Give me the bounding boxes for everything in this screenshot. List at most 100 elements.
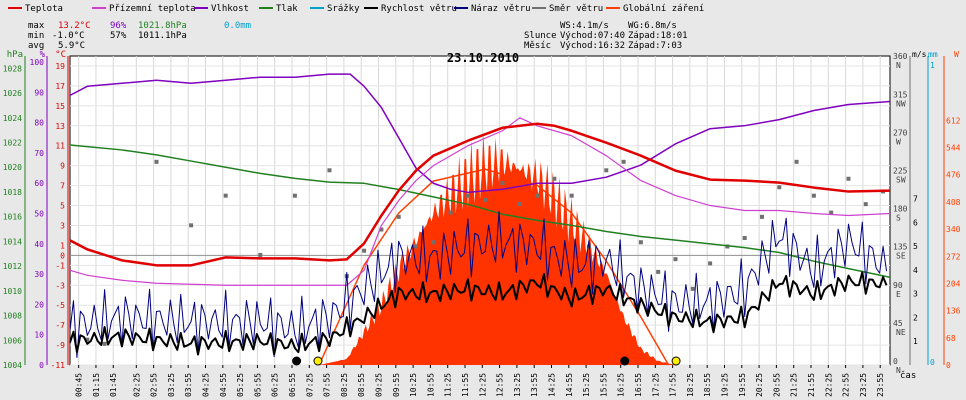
- legend-label-2: Přízemní teplota: [109, 4, 196, 14]
- x-tick-27: 13:55: [530, 373, 539, 397]
- mm-tick-1: 0: [930, 358, 935, 367]
- ms-tick-2: 1: [913, 337, 918, 346]
- x-tick-10: 05:25: [236, 373, 245, 397]
- wm2-tick-7: 408: [946, 198, 961, 207]
- hum-tick-7: 60: [34, 179, 44, 188]
- dir-tick-6: 135: [893, 243, 908, 252]
- wind-dir-point-34: [777, 185, 782, 190]
- sunrise-marker: [313, 356, 323, 366]
- x-tick-39: 19:55: [738, 373, 747, 397]
- dir-tick-label-5: S: [896, 214, 901, 223]
- wm2-tick-10: 612: [946, 116, 961, 125]
- temp-tick-2: -9: [55, 341, 65, 350]
- ms-tick-8: 7: [913, 195, 918, 204]
- mm-axis-unit: mm: [928, 50, 938, 59]
- hum-tick-2: 10: [34, 331, 44, 340]
- hpa-tick-4: 1010: [3, 287, 22, 296]
- hum-tick-5: 40: [34, 240, 44, 249]
- moon-label: Měsíc: [524, 41, 551, 51]
- x-tick-18: 09:25: [375, 373, 384, 397]
- wm2-tick-3: 136: [946, 307, 961, 316]
- temp-tick-17: 19: [55, 62, 65, 71]
- moonrise-marker: [620, 356, 630, 366]
- temp-tick-15: 15: [55, 102, 65, 111]
- x-tick-17: 08:55: [357, 373, 366, 397]
- wind-dir-point-3: [154, 159, 159, 164]
- hpa-tick-10: 1022: [3, 139, 22, 148]
- stats-max-label: max: [28, 21, 45, 31]
- hum-tick-11: 100: [30, 58, 45, 67]
- temp-tick-8: 1: [60, 241, 65, 250]
- sun-rise: Východ:07:40: [560, 31, 625, 41]
- wind-dir-point-39: [863, 202, 868, 207]
- dir-tick-label-3: W: [896, 137, 901, 146]
- x-tick-2: 01:15: [92, 373, 101, 397]
- legend-label-4: Tlak: [276, 4, 298, 14]
- wind-dir-point-38: [846, 176, 851, 181]
- x-tick-3: 01:45: [109, 373, 118, 397]
- dir-tick-3: 270: [893, 128, 908, 137]
- temp-tick-12: 9: [60, 162, 65, 171]
- wind-dir-point-37: [829, 210, 834, 215]
- wind-dir-point-20: [535, 193, 540, 198]
- temp-tick-14: 13: [55, 122, 65, 131]
- hpa-tick-2: 1006: [3, 336, 22, 345]
- wind-dir-point-15: [448, 210, 453, 215]
- wm2-tick-5: 272: [946, 252, 961, 261]
- pressure-line: [69, 144, 891, 278]
- x-tick-11: 05:55: [253, 373, 262, 397]
- x-axis-label: čas: [900, 370, 916, 381]
- stats-min-hum: 57%: [110, 31, 127, 41]
- hpa-tick-5: 1012: [3, 262, 22, 271]
- wind-dir-point-17: [483, 197, 488, 202]
- wm2-tick-6: 340: [946, 225, 961, 234]
- x-tick-47: 23:55: [876, 373, 885, 397]
- stats-max-temp: 13.2°C: [58, 21, 91, 31]
- x-tick-34: 17:25: [651, 373, 660, 397]
- x-tick-44: 22:25: [824, 373, 833, 397]
- stats-min-press: 1011.1hPa: [138, 31, 187, 41]
- x-tick-4: 02:25: [132, 373, 141, 397]
- legend-label-1: Teplota: [25, 4, 63, 14]
- moon-rise: Východ:16:32: [560, 41, 625, 51]
- x-tick-25: 12:55: [496, 373, 505, 397]
- dir-tick-8: 45: [893, 319, 903, 328]
- stats-rain: 0.0mm: [224, 21, 251, 31]
- hpa-tick-3: 1008: [3, 312, 22, 321]
- stats-avg-temp: 5.9°C: [58, 41, 85, 51]
- wind-ws: WS:4.1m/s: [560, 21, 609, 31]
- dir-tick-4: 225: [893, 167, 908, 176]
- temp-tick-5: -3: [55, 281, 65, 290]
- sun-moon-markers: [292, 356, 681, 366]
- wm2-tick-9: 544: [946, 144, 961, 153]
- hum-tick-10: 90: [34, 88, 44, 97]
- legend-label-6: Rychlost větru: [381, 4, 457, 14]
- series-lines: [69, 73, 891, 358]
- temp-tick-10: 5: [60, 202, 65, 211]
- ms-tick-6: 5: [913, 242, 918, 251]
- hpa-tick-1: 1004: [3, 361, 22, 370]
- wm2-tick-2: 68: [946, 334, 956, 343]
- ms-tick-7: 6: [913, 218, 918, 227]
- wind-dir-point-10: [362, 248, 367, 253]
- chart-title: 23.10.2010: [447, 51, 519, 65]
- legend-label-3: Vlhkost: [211, 4, 249, 14]
- x-tick-21: 10:55: [426, 373, 435, 397]
- temp-tick-6: -1: [55, 261, 65, 270]
- ms-axis-unit: m/s: [912, 50, 927, 59]
- wind-dir-point-8: [327, 168, 332, 173]
- hum-tick-4: 30: [34, 270, 44, 279]
- wind-dir-point-19: [517, 202, 522, 207]
- sun-set: Západ:18:01: [628, 31, 688, 41]
- dir-tick-5: 180: [893, 205, 908, 214]
- x-tick-29: 14:55: [565, 373, 574, 397]
- hpa-tick-7: 1016: [3, 213, 22, 222]
- x-tick-33: 16:55: [634, 373, 643, 397]
- wind-speed-line: [69, 271, 888, 356]
- dir-tick-label-6: SE: [896, 252, 906, 261]
- hpa-tick-6: 1014: [3, 237, 22, 246]
- legend: Teplota Přízemní teplota Vlhkost Tlak Srážky…: [8, 4, 704, 14]
- wind-dir-point-21: [552, 176, 557, 181]
- dir-tick-label-1: N: [896, 61, 901, 70]
- wind-dir-point-16: [465, 193, 470, 198]
